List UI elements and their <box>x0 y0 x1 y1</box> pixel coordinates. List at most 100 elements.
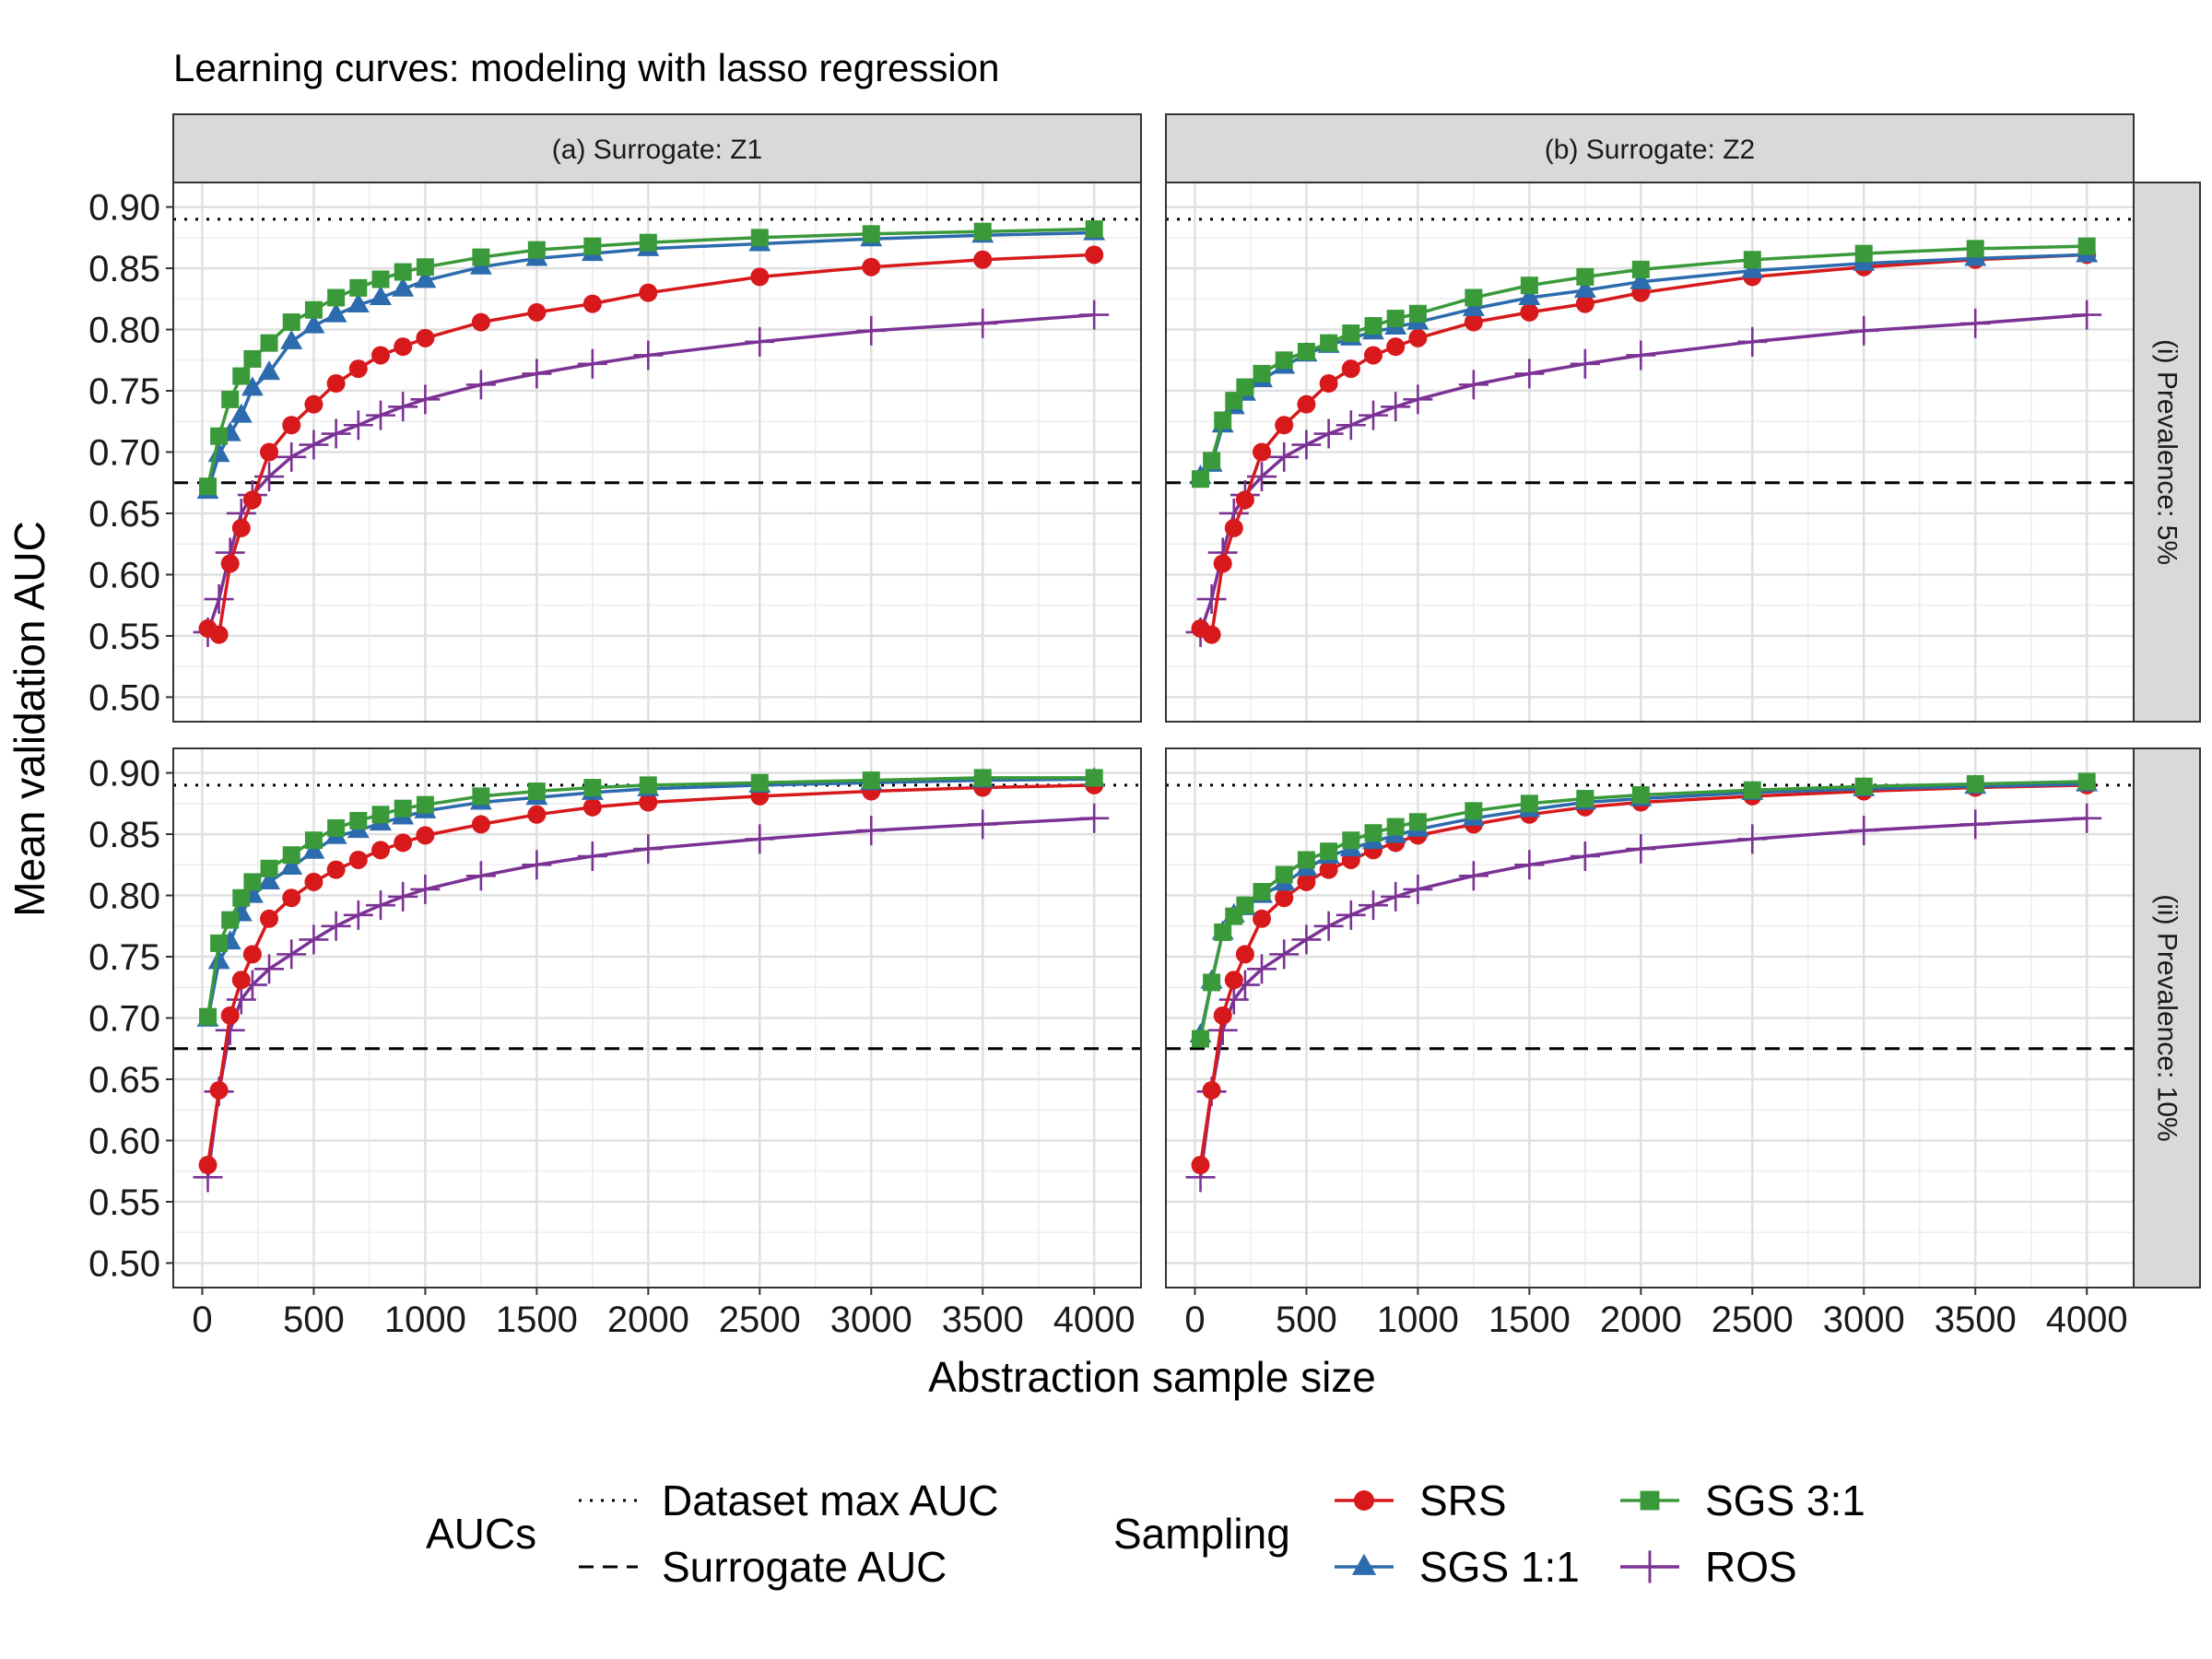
data-point-sgs-3-1 <box>1214 923 1232 941</box>
data-point-srs <box>304 394 324 414</box>
series-ros <box>193 300 1110 647</box>
data-point-sgs-3-1 <box>1214 411 1232 429</box>
data-point-sgs-3-1 <box>527 241 546 259</box>
data-point-srs <box>1202 1080 1221 1100</box>
legend-label-ros: ROS <box>1705 1543 1797 1591</box>
data-point-sgs-3-1 <box>750 773 769 792</box>
row-strip-label: (ii) Prevalence: 10% <box>2152 894 2183 1141</box>
data-point-ros <box>745 326 775 357</box>
data-point-sgs-3-1 <box>2077 772 2096 791</box>
data-point-ros <box>633 834 664 865</box>
legend-key-marker-sgs-3-1 <box>1640 1490 1660 1511</box>
data-point-ros <box>522 850 552 880</box>
data-point-sgs-3-1 <box>1203 452 1221 470</box>
x-tick-label: 3000 <box>1823 1300 1905 1340</box>
data-point-srs <box>282 416 301 435</box>
column-strip-background <box>172 113 1142 183</box>
data-point-ros <box>410 384 441 415</box>
data-point-sgs-3-1 <box>1520 794 1538 813</box>
data-point-ros <box>1313 418 1344 449</box>
data-point-srs <box>862 257 881 276</box>
data-point-srs <box>639 793 658 812</box>
data-point-ros <box>1079 803 1110 833</box>
y-tick-label: 0.90 <box>88 754 160 794</box>
data-point-sgs-3-1 <box>1275 865 1293 884</box>
series-sgs-3-1 <box>1192 237 2096 488</box>
data-point-srs <box>1364 346 1382 365</box>
data-point-srs <box>1213 554 1232 573</box>
row-strip-2: (ii) Prevalence: 10% <box>2133 747 2201 1288</box>
data-point-sgs-3-1 <box>243 349 262 368</box>
data-point-sgs-3-1 <box>349 278 368 297</box>
data-point-srs <box>260 442 279 462</box>
data-point-ros <box>856 816 887 846</box>
data-point-sgs-3-1 <box>371 270 390 288</box>
data-point-srs <box>304 872 324 891</box>
data-point-srs <box>242 490 262 510</box>
data-point-sgs-3-1 <box>472 248 490 266</box>
panel-border <box>1165 182 2135 723</box>
data-point-srs <box>416 826 435 845</box>
data-point-sgs-3-1 <box>1253 364 1271 382</box>
data-point-sgs-3-1 <box>1631 260 1650 278</box>
data-point-srs <box>1319 374 1338 394</box>
data-point-sgs-3-1 <box>1408 813 1427 831</box>
data-point-srs <box>394 337 413 357</box>
data-point-ros <box>465 861 496 891</box>
data-point-srs <box>198 1156 218 1175</box>
data-point-srs <box>973 250 993 269</box>
data-point-sgs-1-1 <box>241 376 264 396</box>
data-point-ros <box>1381 392 1411 422</box>
data-point-ros <box>254 954 285 984</box>
data-point-ros <box>388 392 418 422</box>
y-tick-label: 0.60 <box>88 1121 160 1161</box>
x-tick-label: 2500 <box>1712 1300 1794 1340</box>
x-axis: 0 500 1000 1500 2000 2500 3000 3500 4000 <box>192 1288 1135 1340</box>
y-tick-label: 0.70 <box>88 999 160 1040</box>
data-point-ros <box>1737 326 1768 357</box>
data-point-ros <box>633 340 664 371</box>
data-point-ros <box>1079 300 1110 330</box>
data-point-sgs-3-1 <box>1465 288 1483 307</box>
x-tick-label: 4000 <box>2046 1300 2128 1340</box>
legend-label-srs: SRS <box>1419 1477 1507 1524</box>
row-strip-1: (i) Prevalence: 5% <box>2133 182 2201 723</box>
data-point-ros <box>1514 359 1545 389</box>
data-point-srs <box>1297 872 1316 891</box>
panel-2-2: 0 500 1000 1500 2000 2500 3000 3500 4000 <box>1165 747 2135 1340</box>
data-point-sgs-3-1 <box>1631 786 1650 805</box>
data-point-ros <box>388 881 418 912</box>
data-point-sgs-1-1 <box>207 949 230 970</box>
data-point-srs <box>750 267 770 287</box>
data-point-ros <box>204 584 234 615</box>
panel-content <box>1166 771 2134 1193</box>
data-point-sgs-3-1 <box>1320 334 1338 352</box>
y-tick-label: 0.55 <box>88 617 160 657</box>
data-point-sgs-3-1 <box>304 300 323 319</box>
data-point-sgs-3-1 <box>1236 896 1254 914</box>
data-point-sgs-3-1 <box>221 911 240 929</box>
data-point-sgs-1-1 <box>258 360 280 381</box>
data-point-ros <box>321 911 351 941</box>
data-point-ros <box>1514 850 1545 880</box>
panels-layer: (a) Surrogate: Z1 (b) Surrogate: Z2 (i) Pr… <box>88 113 2201 1340</box>
x-tick-label: 2000 <box>1600 1300 1682 1340</box>
data-point-srs <box>1341 359 1360 379</box>
data-point-ros <box>1403 384 1433 415</box>
data-point-srs <box>1386 337 1406 357</box>
data-point-sgs-3-1 <box>862 225 880 243</box>
x-tick-label: 1500 <box>1488 1300 1571 1340</box>
y-axis-title: Mean validation AUC <box>6 521 53 917</box>
data-point-sgs-3-1 <box>1342 324 1360 343</box>
data-point-srs <box>282 888 301 908</box>
y-tick-label: 0.55 <box>88 1182 160 1223</box>
data-point-sgs-3-1 <box>583 237 602 255</box>
panel-content <box>173 218 1141 647</box>
data-point-sgs-3-1 <box>1386 310 1405 328</box>
y-tick-label: 0.90 <box>88 188 160 229</box>
legend-label-sgs-3-1: SGS 3:1 <box>1705 1477 1865 1524</box>
panel-border <box>1165 747 2135 1288</box>
data-point-sgs-3-1 <box>221 390 240 408</box>
data-point-sgs-3-1 <box>1364 824 1382 842</box>
data-point-srs <box>582 797 602 817</box>
